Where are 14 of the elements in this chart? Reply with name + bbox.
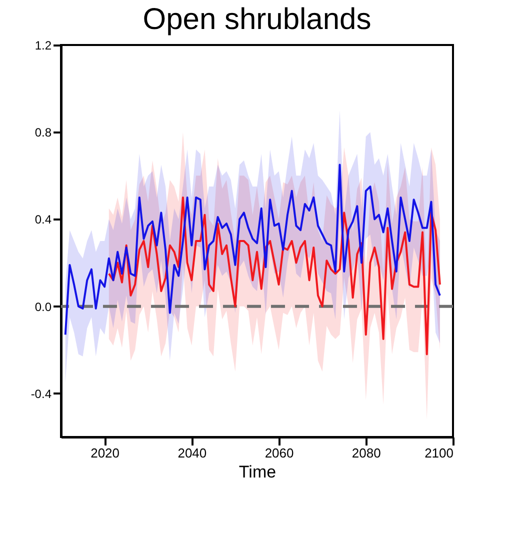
- y-tick-label: 1.2: [34, 38, 52, 52]
- y-tick-label: 0.8: [34, 126, 52, 140]
- x-tick-label: 2060: [264, 446, 294, 460]
- line-series: [108, 196, 441, 356]
- x-axis-title: Time: [238, 462, 276, 482]
- x-tick-label: 2080: [352, 446, 381, 460]
- x-tick-label: 2100: [424, 446, 454, 460]
- x-tick-label: 2040: [178, 446, 207, 460]
- y-tick-label: 0.0: [34, 300, 52, 314]
- x-tick-label: 2020: [90, 446, 120, 460]
- line-series: [64, 164, 441, 336]
- y-tick-label: -0.4: [30, 386, 52, 401]
- y-tick-label: 0.4: [34, 212, 52, 227]
- chart-title: Open shrublands: [142, 3, 372, 36]
